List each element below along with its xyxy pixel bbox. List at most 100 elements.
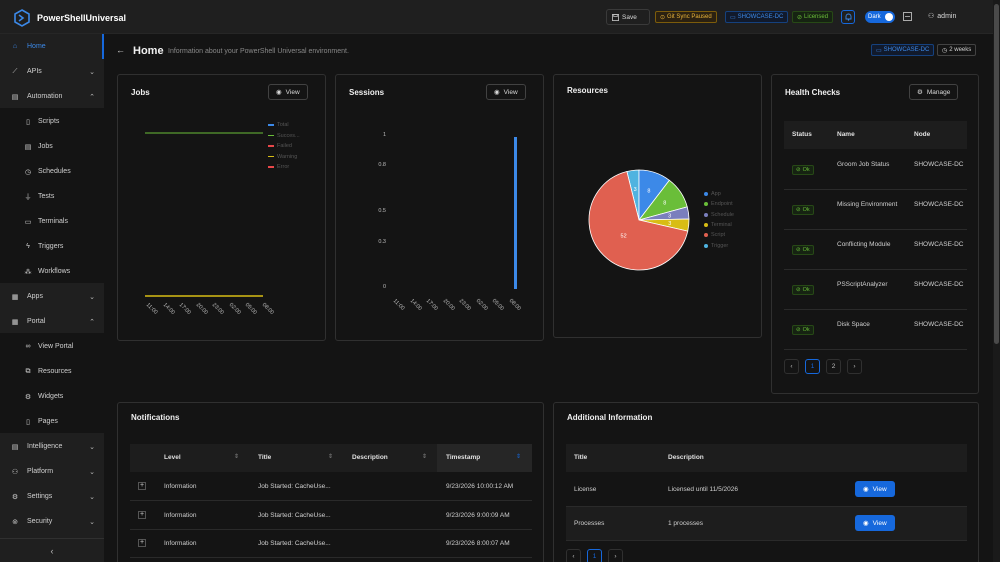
jobs-card: Jobs ◉ View Total Succes... Failed Warning Er… [117,74,326,341]
expand-row-icon[interactable]: + [138,539,146,547]
portal-submenu-bg [0,333,104,433]
legend-item[interactable]: Succes... [268,133,300,139]
toggle-knob [885,13,893,21]
legend-item[interactable]: Terminal [704,222,732,228]
jobs-view-button[interactable]: ◉ View [268,84,308,100]
logo[interactable]: PowerShellUniversal [13,9,126,27]
sidebar-item-portal[interactable]: ▦ Portal ⌃ [0,309,104,334]
sidebar-label: Widgets [38,393,64,400]
column-level[interactable]: Level [164,454,181,461]
save-button[interactable]: Save [606,9,650,25]
theme-toggle[interactable]: Dark [865,11,895,23]
pie-data-label: 8 [647,189,650,195]
sidebar-item-tests[interactable]: ⏚ Tests [0,184,104,209]
legend-item[interactable]: App [704,191,721,197]
help-button[interactable] [903,12,912,21]
legend-item[interactable]: Endpoint [704,201,733,207]
sidebar-item-apps[interactable]: ▦ Apps ⌄ [0,284,104,309]
table-row[interactable]: + Information Job Started: CacheUse... 9/23… [130,530,532,558]
expand-row-icon[interactable]: + [138,510,146,519]
security-icon: ⊚ [12,518,18,526]
manage-label: Manage [926,88,951,96]
sidebar-item-home[interactable]: ⌂ Home [0,34,104,59]
sidebar-item-automation[interactable]: ▤ Automation ⌃ [0,84,104,109]
notification-timestamp: 9/23/2026 8:00:07 AM [446,540,510,547]
sidebar-item-settings[interactable]: ⚙ Settings ⌄ [0,484,104,509]
back-button[interactable]: ← [116,45,125,55]
sidebar-item-scripts[interactable]: ▯ Scripts [0,109,104,134]
pagination-next[interactable]: › [608,549,623,562]
pagination-next[interactable]: › [847,359,862,374]
legend-swatch [268,155,274,158]
table-row[interactable]: + Information Job Started: CacheUse... 9/23… [130,473,532,501]
license-badge[interactable]: ⊘ Licensed [792,11,834,23]
sidebar-item-security[interactable]: ⊚ Security ⌄ [0,509,104,534]
pie-slice-script[interactable] [588,171,689,271]
sidebar-item-jobs[interactable]: ▤ Jobs [0,134,104,159]
additional-info-card: Additional Information Title Description… [553,402,979,562]
notification-title: Job Started: CacheUse... [258,540,331,547]
status-label: Ok [802,327,810,333]
info-title: Processes [574,520,605,527]
timestamp-header-cell[interactable]: Timestamp ⇕ [437,444,532,472]
column-description[interactable]: Description [352,454,388,461]
manage-button[interactable]: ⚙ Manage [909,84,959,100]
legend-item[interactable]: Warning [268,154,297,160]
legend-item[interactable]: Failed [268,143,292,149]
legend-item[interactable]: Total [268,122,289,128]
flask-icon: ⏚ [24,193,32,201]
legend-item[interactable]: Trigger [704,243,728,249]
health-checks-card: Health Checks ⚙ Manage Status Name Node ⊘… [771,74,979,394]
sidebar-item-workflows[interactable]: ⁂ Workflows [0,259,104,284]
row-divider [130,557,532,558]
sidebar-item-schedules[interactable]: ◷ Schedules [0,159,104,184]
eye-icon: ◉ [276,89,282,96]
pagination-page[interactable]: 2 [826,359,841,374]
sidebar-item-intelligence[interactable]: ▤ Intelligence ⌄ [0,434,104,459]
sidebar-item-widgets[interactable]: ⚙ Widgets [0,384,104,409]
sort-icon[interactable]: ⇕ [234,454,240,460]
sidebar-label: Workflows [38,268,71,275]
notifications-button[interactable] [841,10,855,24]
scrollbar-thumb[interactable] [994,4,999,344]
sessions-view-button[interactable]: ◉ View [486,84,526,100]
sidebar-collapse-button[interactable]: ‹ [0,538,104,562]
table-row: ⊘ Ok Disk Space SHOWCASE-DC [784,310,967,350]
pagination-page[interactable]: 1 [805,359,820,374]
expand-row-icon[interactable]: + [138,482,146,490]
sort-icon[interactable]: ⇕ [422,454,428,460]
legend-label: Error [277,164,290,170]
pagination-prev[interactable]: ‹ [784,359,799,374]
legend-swatch [268,134,274,137]
view-button[interactable]: ◉ View [855,481,895,497]
user-menu[interactable]: ⚇ admin [928,12,956,21]
sidebar-item-pages[interactable]: ▯ Pages [0,409,104,434]
computer-badge[interactable]: ▭ SHOWCASE-DC [725,11,789,23]
pagination-page[interactable]: 1 [587,549,602,562]
sidebar-item-terminals[interactable]: ▭ Terminals [0,209,104,234]
legend-swatch [704,192,708,196]
pagination-prev[interactable]: ‹ [566,549,581,562]
arrow-left-icon: ← [116,45,125,55]
legend-item[interactable]: Script [704,232,725,238]
sidebar-item-resources[interactable]: ⧉ Resources [0,359,104,384]
sessions-bar [514,137,517,289]
view-button[interactable]: ◉ View [855,515,895,531]
y-tick-label: 0.5 [378,208,386,214]
legend-item[interactable]: Schedule [704,212,734,218]
link-icon: ∞ [25,343,31,350]
chevron-left-icon: ‹ [572,553,575,560]
column-title[interactable]: Title [258,454,272,461]
table-row[interactable]: + Information Job Started: CacheUse... 9/23… [130,502,532,530]
legend-item[interactable]: Error [268,164,289,170]
status-badge: ⊘ Ok [792,325,814,335]
sidebar-item-apis[interactable]: ⟋ APIs ⌄ [0,59,104,84]
sidebar-item-view-portal[interactable]: ∞ View Portal [0,334,104,359]
portal-icon: ▦ [11,318,19,326]
chevron-down-icon: ⌄ [89,493,95,501]
sort-icon[interactable]: ⇕ [328,454,334,460]
sidebar-item-platform[interactable]: ⚇ Platform ⌄ [0,459,104,484]
sidebar-label: Tests [38,193,55,200]
sidebar-item-triggers[interactable]: ϟ Triggers [0,234,104,259]
git-sync-badge[interactable]: ⊙ Git Sync Paused [655,11,717,23]
